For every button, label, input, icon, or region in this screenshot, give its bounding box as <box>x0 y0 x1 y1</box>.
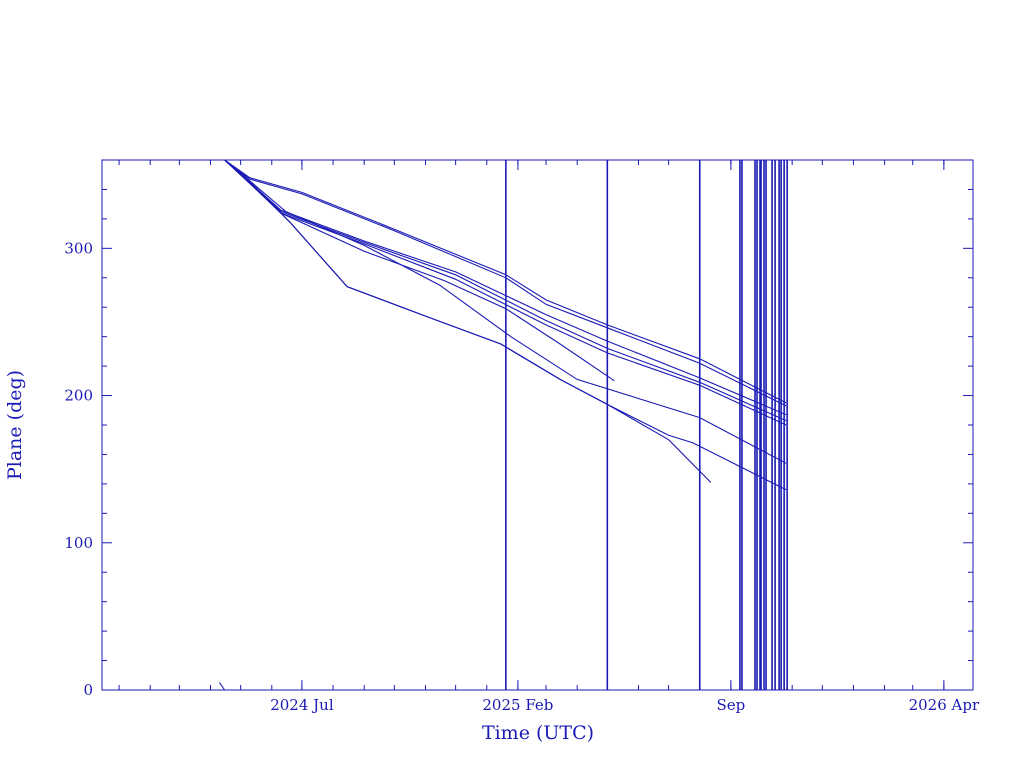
y-tick-label-0: 0 <box>83 681 93 699</box>
y-tick-labels: 0 100 200 300 <box>64 239 93 699</box>
x-tick-label-2: Sep <box>717 696 746 714</box>
x-tick-label-3: 2026 Apr <box>909 696 980 714</box>
series-line-6 <box>224 159 787 464</box>
y-tick-label-3: 300 <box>64 239 93 257</box>
series-line-5 <box>224 159 615 382</box>
x-tick-labels: 2024 Jul 2025 Feb Sep 2026 Apr <box>270 696 980 714</box>
series-line-8 <box>224 159 712 483</box>
axis-ticks <box>102 159 973 691</box>
x-axis-label: Time (UTC) <box>482 722 594 744</box>
series-line-9 <box>219 682 226 691</box>
y-tick-label-2: 200 <box>64 387 93 405</box>
x-tick-label-1: 2025 Feb <box>482 696 553 714</box>
y-axis-label: Plane (deg) <box>4 370 26 480</box>
series-line-0 <box>224 159 787 404</box>
y-tick-label-1: 100 <box>64 534 93 552</box>
plot-lines <box>219 159 788 691</box>
plot-frame <box>101 159 974 691</box>
series-line-1 <box>224 159 787 407</box>
x-tick-label-0: 2024 Jul <box>270 696 334 714</box>
